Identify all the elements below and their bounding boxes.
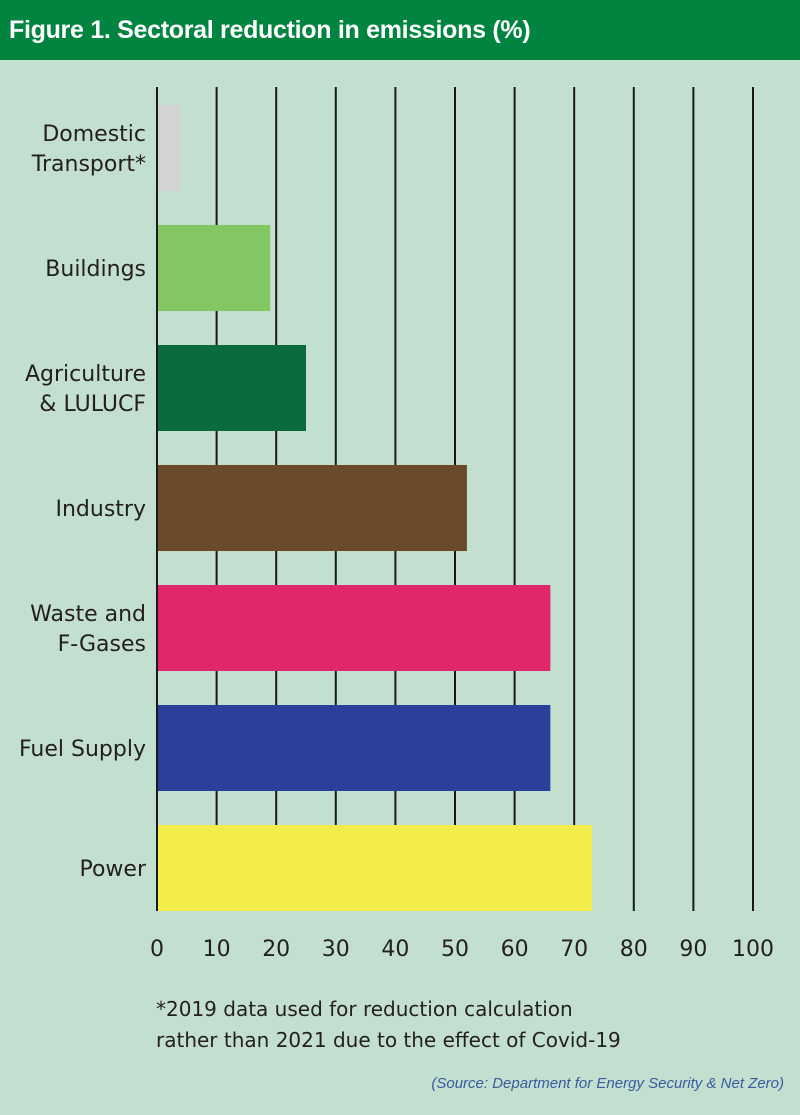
category-label-2: Agriculture & LULUCF [25,362,146,417]
category-label-5: Fuel Supply [19,737,146,762]
bar-4 [157,585,551,671]
bar-2 [157,345,306,431]
bar-chart: Domestic Transport* Buildings Agriculture & … [19,87,774,962]
x-tick-label-60: 60 [501,937,529,962]
source-note: (Source: Department for Energy Security … [431,1075,784,1092]
category-label-0: Domestic Transport* [31,122,146,177]
bar-5 [157,705,551,791]
footnote: *2019 data used for reduction calculatio… [156,994,621,1056]
category-label-1: Buildings [45,257,146,282]
x-tick-label-90: 90 [679,937,707,962]
bar-6 [157,825,593,911]
x-tick-label-70: 70 [560,937,588,962]
category-label-3: Industry [56,497,147,522]
x-tick-label-0: 0 [150,937,164,962]
footnote-line-2: rather than 2021 due to the effect of Co… [156,1028,621,1052]
bar-1 [157,225,271,311]
bar-0 [157,105,181,191]
x-tick-label-80: 80 [620,937,648,962]
footnote-line-1: *2019 data used for reduction calculatio… [156,997,573,1021]
category-label-6: Power [79,857,146,882]
category-label-4: Waste and F-Gases [30,602,146,657]
x-tick-label-20: 20 [262,937,290,962]
x-tick-label-50: 50 [441,937,469,962]
bar-3 [157,465,467,551]
x-tick-label-10: 10 [203,937,231,962]
chart-title: Figure 1. Sectoral reduction in emission… [0,0,800,60]
x-tick-label-30: 30 [322,937,350,962]
x-tick-label-40: 40 [381,937,409,962]
x-tick-label-100: 100 [732,937,774,962]
